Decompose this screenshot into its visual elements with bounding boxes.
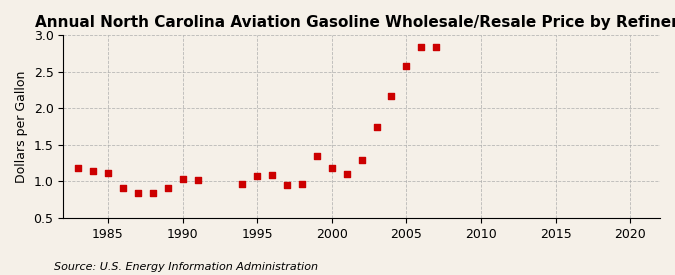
Point: [311, 154, 322, 158]
Point: [281, 183, 292, 187]
Point: [416, 45, 427, 49]
Title: Annual North Carolina Aviation Gasoline Wholesale/Resale Price by Refiners: Annual North Carolina Aviation Gasoline …: [35, 15, 675, 30]
Point: [237, 182, 248, 187]
Point: [192, 178, 203, 182]
Point: [147, 191, 158, 195]
Point: [132, 191, 143, 195]
Text: Source: U.S. Energy Information Administration: Source: U.S. Energy Information Administ…: [54, 262, 318, 272]
Point: [327, 165, 338, 170]
Point: [342, 172, 352, 176]
Point: [178, 176, 188, 181]
Point: [73, 165, 84, 170]
Point: [401, 64, 412, 68]
Point: [386, 94, 397, 98]
Point: [103, 171, 113, 176]
Point: [431, 45, 441, 49]
Point: [296, 182, 307, 187]
Y-axis label: Dollars per Gallon: Dollars per Gallon: [15, 70, 28, 183]
Point: [88, 169, 99, 174]
Point: [356, 157, 367, 162]
Point: [117, 186, 128, 190]
Point: [371, 125, 382, 129]
Point: [267, 173, 277, 177]
Point: [252, 174, 263, 178]
Point: [162, 186, 173, 190]
